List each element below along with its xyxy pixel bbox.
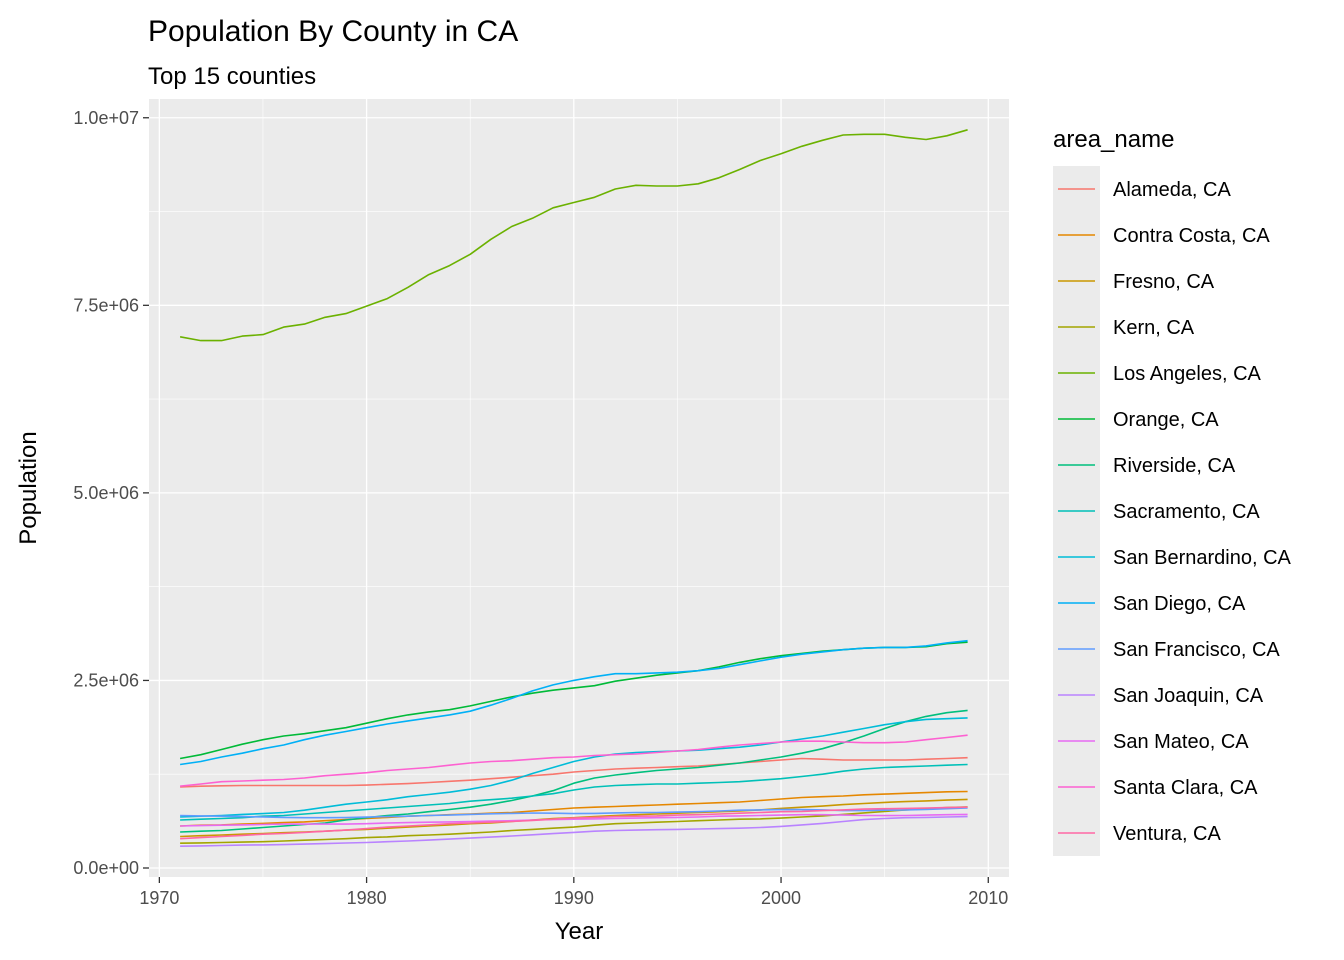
x-tick-label: 2010 bbox=[968, 888, 1008, 908]
chart-title: Population By County in CA bbox=[148, 15, 518, 48]
y-axis: 0.0e+00 2.5e+06 5.0e+06 7.5e+06 1.0e+07 bbox=[73, 108, 149, 878]
legend-label-los-angeles-ca: Los Angeles, CA bbox=[1113, 363, 1262, 385]
y-tick-label: 2.5e+06 bbox=[73, 670, 139, 690]
series-line-alameda-ca bbox=[180, 756, 968, 788]
y-axis-title: Population bbox=[15, 431, 42, 544]
series-layer bbox=[179, 129, 968, 847]
series-line-san-bernardino-ca bbox=[180, 717, 968, 818]
y-tick-label: 5.0e+06 bbox=[73, 483, 139, 503]
legend-label-kern-ca: Kern, CA bbox=[1113, 317, 1195, 339]
legend-label-riverside-ca: Riverside, CA bbox=[1113, 455, 1236, 477]
series-line-sacramento-ca bbox=[180, 763, 968, 821]
legend-label-fresno-ca: Fresno, CA bbox=[1113, 271, 1215, 293]
chart-subtitle: Top 15 counties bbox=[148, 63, 316, 90]
series-line-contra-costa-ca bbox=[180, 790, 968, 827]
legend-items: Alameda, CA Contra Costa, CA Fresno, CA Ker… bbox=[1058, 179, 1292, 845]
legend-label-orange-ca: Orange, CA bbox=[1113, 409, 1219, 431]
series-line-ventura-ca bbox=[180, 806, 968, 840]
legend-label-san-bernardino-ca: San Bernardino, CA bbox=[1113, 547, 1292, 569]
legend-label-san-joaquin-ca: San Joaquin, CA bbox=[1113, 685, 1264, 707]
legend-label-ventura-ca: Ventura, CA bbox=[1113, 823, 1222, 845]
y-tick-label: 0.0e+00 bbox=[73, 858, 139, 878]
minor-gridlines bbox=[149, 99, 1009, 877]
legend-label-sacramento-ca: Sacramento, CA bbox=[1113, 501, 1260, 523]
x-tick-label: 1990 bbox=[554, 888, 594, 908]
legend-label-san-francisco-ca: San Francisco, CA bbox=[1113, 639, 1280, 661]
legend-label-santa-clara-ca: Santa Clara, CA bbox=[1113, 777, 1258, 799]
x-axis: 1970 1980 1990 2000 2010 bbox=[139, 877, 1008, 908]
x-tick-label: 1980 bbox=[347, 888, 387, 908]
series-line-santa-clara-ca bbox=[180, 734, 968, 787]
y-tick-label: 7.5e+06 bbox=[73, 295, 139, 315]
legend-label-alameda-ca: Alameda, CA bbox=[1113, 179, 1231, 201]
y-tick-label: 1.0e+07 bbox=[73, 108, 139, 128]
legend-label-san-diego-ca: San Diego, CA bbox=[1113, 593, 1246, 615]
series-line-san-joaquin-ca bbox=[180, 815, 968, 847]
x-tick-label: 2000 bbox=[761, 888, 801, 908]
legend: area_name Alameda, CA Contra Costa, CA Fre… bbox=[1053, 126, 1292, 856]
x-axis-title: Year bbox=[555, 918, 604, 945]
series-line-san-diego-ca bbox=[179, 639, 968, 766]
legend-title: area_name bbox=[1053, 126, 1174, 153]
x-tick-label: 1970 bbox=[139, 888, 179, 908]
series-line-san-mateo-ca bbox=[180, 813, 968, 827]
major-gridlines bbox=[149, 99, 1009, 877]
series-line-los-angeles-ca bbox=[179, 129, 968, 342]
plot-panel bbox=[149, 99, 1009, 877]
legend-label-san-mateo-ca: San Mateo, CA bbox=[1113, 731, 1249, 753]
legend-label-contra-costa-ca: Contra Costa, CA bbox=[1113, 225, 1270, 247]
